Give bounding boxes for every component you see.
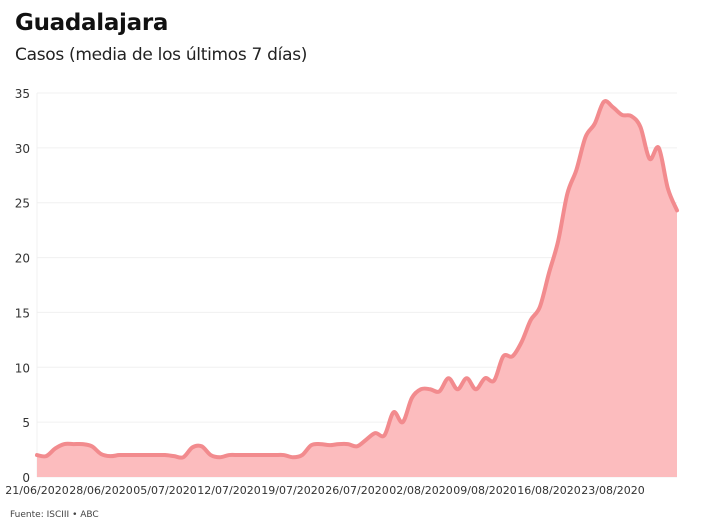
x-tick-label: 05/07/2020 [133,484,196,497]
y-tick-label: 20 [15,252,30,266]
x-tick-label: 26/07/2020 [325,484,388,497]
chart-title: Guadalajara [15,10,169,36]
x-tick-label: 21/06/2020 [5,484,68,497]
y-tick-label: 0 [22,471,30,485]
data-line [35,99,679,460]
y-tick-label: 35 [15,87,30,101]
chart-subtitle: Casos (media de los últimos 7 días) [15,45,308,65]
x-tick-label: 12/07/2020 [197,484,260,497]
y-tick-label: 5 [22,416,30,430]
x-tick-label: 02/08/2020 [389,484,452,497]
y-tick-label: 15 [15,306,30,320]
x-tick-label: 09/08/2020 [453,484,516,497]
x-axis: 21/06/2020 28/06/2020 05/07/2020 12/07/2020… [5,484,644,497]
y-axis: 0 5 10 15 20 25 30 35 [15,87,30,485]
x-tick-label: 19/07/2020 [261,484,324,497]
y-tick-label: 10 [15,361,30,375]
y-tick-label: 25 [15,197,30,211]
x-tick-label: 23/08/2020 [581,484,644,497]
y-tick-label: 30 [15,142,30,156]
area-fill [37,101,677,477]
source-note: Fuente: ISCIII • ABC [10,510,99,520]
x-tick-label: 28/06/2020 [69,484,132,497]
x-tick-label: 16/08/2020 [517,484,580,497]
